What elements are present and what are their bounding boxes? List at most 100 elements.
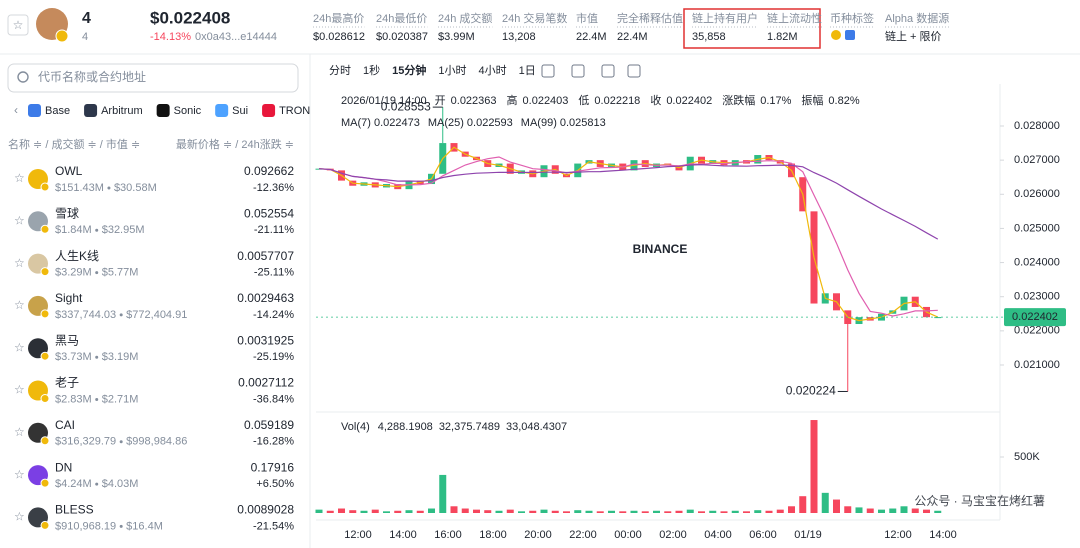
chain-name[interactable]: Arbitrum [101,105,143,117]
token-name[interactable]: CAI [55,418,75,432]
favorite-star[interactable]: ☆ [14,213,25,227]
volume-bar [540,509,548,513]
chain-badge [40,436,50,446]
stat-label: 24h 交易笔数 [502,11,567,25]
token-name[interactable]: 黑马 [55,333,79,347]
volume-bar [394,510,402,513]
volume-bar [641,511,649,513]
favorite-button[interactable] [7,14,29,36]
interval-button[interactable]: 1日 [519,65,536,77]
token-price: 0.092662 [244,164,294,178]
stat-label: 链上流动性 [767,11,822,25]
chain-name[interactable]: Sui [232,105,248,117]
separator-dot [107,186,111,190]
chain-prev[interactable]: ‹ [14,103,18,117]
chain-name[interactable]: Sonic [174,105,202,117]
x-tick-label: 14:00 [929,529,957,541]
interval-button[interactable]: 4小时 [479,64,507,77]
token-change: -21.11% [254,224,294,236]
tool-icon[interactable] [627,64,641,78]
token-mcap: $998,984.86 [126,436,187,448]
candle-body [934,317,942,319]
chain-icon [28,104,41,117]
y-tick-label: 0.026000 [1014,188,1060,200]
x-tick-label: 01/19 [794,529,822,541]
volume-bar [810,420,818,513]
volume-bar [608,510,615,513]
contract-address[interactable]: 0x0a43...e14444 [195,31,277,43]
volume-bar [383,511,390,513]
volume-bar [416,510,424,513]
stat-value: $3.99M [438,31,475,43]
info-text: 0.022593 [467,117,513,129]
volume-bar [630,510,638,513]
stat-value: 22.4M [576,31,607,43]
tool-icon[interactable] [571,64,585,78]
stat-value: 链上 + 限价 [885,29,942,43]
tag-icon [831,30,841,40]
token-mcap: $3.19M [102,351,139,363]
token-name[interactable]: 雪球 [55,206,79,220]
volume-bar [338,508,345,513]
tool-icon[interactable] [601,64,615,78]
volume-bar [349,510,357,513]
favorite-star[interactable]: ☆ [14,383,25,397]
y-tick-label: 0.027000 [1014,154,1060,166]
chain-name[interactable]: Base [45,105,70,117]
last-price-label: 0.022402 [1012,311,1058,323]
volume-bar [506,509,514,513]
stat-label: 市值 [576,11,598,25]
interval-button[interactable]: 15分钟 [392,63,426,77]
column-header-left[interactable]: 名称 ≑ / 成交额 ≑ / 市值 ≑ [8,137,140,151]
interval-button[interactable]: 1秒 [363,63,380,77]
info-text: 振幅 [801,93,823,107]
y-tick-label: 0.022000 [1014,325,1060,337]
separator-dot [119,440,123,444]
moving-average [318,163,939,240]
token-name[interactable]: 人生K线 [55,249,99,263]
token-name[interactable]: 老子 [55,376,79,390]
volume-bar [889,508,897,513]
column-header-right[interactable]: 最新价格 ≑ / 24h涨跌 ≑ [176,137,294,151]
token-change: -12.36% [253,182,294,194]
favorite-star[interactable]: ☆ [14,467,25,481]
chain-name[interactable]: TRON [279,105,310,117]
token-change: -14.24% [253,309,294,321]
token-name[interactable]: Sight [55,291,83,305]
token-name[interactable]: OWL [55,164,83,178]
volume-bar [709,510,717,513]
favorite-star[interactable]: ☆ [14,298,25,312]
token-name[interactable]: DN [55,460,72,474]
interval-button[interactable]: 1小时 [438,64,466,77]
favorite-star[interactable]: ☆ [14,425,25,439]
token-mcap: $32.95M [102,224,145,236]
token-change: -25.11% [254,267,294,279]
stat-value: 13,208 [502,31,536,43]
price: $0.022408 [150,8,230,27]
x-tick-label: 18:00 [479,529,507,541]
stat-value: 22.4M [617,31,648,43]
favorite-star[interactable]: ☆ [14,256,25,270]
chain-icon [84,104,98,117]
token-price: 0.17916 [251,460,295,474]
token-change: +6.50% [256,478,294,490]
favorite-star[interactable]: ☆ [14,171,25,185]
token-price: 0.0027112 [238,376,294,390]
info-text: 0.022402 [666,95,712,107]
volume-bar [821,492,829,513]
interval-button[interactable]: 分时 [329,64,351,77]
favorite-star[interactable]: ☆ [14,510,25,524]
x-tick-label: 22:00 [569,529,597,541]
token-price: 0.052554 [244,206,294,220]
favorite-star[interactable]: ☆ [14,340,25,354]
x-tick-label: 02:00 [659,529,687,541]
token-mcap: $5.77M [102,267,139,279]
search-box[interactable] [7,63,299,93]
stat-label: 24h最高价 [313,11,364,25]
token-name[interactable]: BLESS [55,503,94,517]
info-text: 低 [578,94,589,107]
tool-icon[interactable] [541,64,555,78]
token-volume: $3.29M [55,267,92,279]
